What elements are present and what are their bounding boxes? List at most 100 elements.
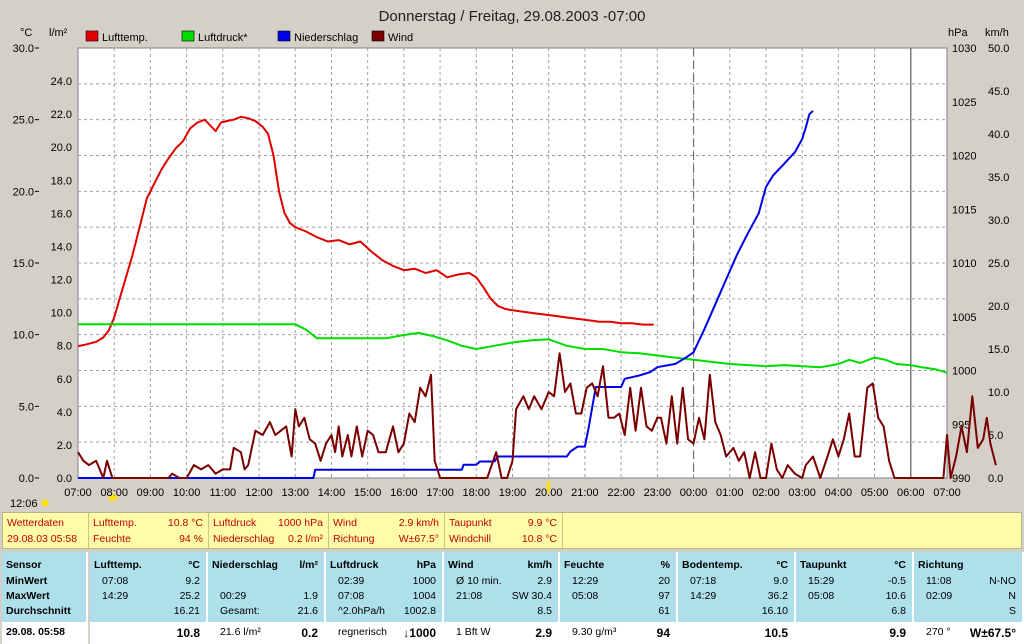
series-line-luftdruck [78, 323, 948, 374]
y-unit-pressure: hPa [948, 27, 968, 39]
y-tick-precip: 8.0 [57, 341, 72, 353]
stats-cell-time: 07:08 [102, 575, 129, 587]
x-tick-label: 06:00 [897, 487, 925, 499]
stats-col-6: Taupunkt °C 15:29 -0.5 05:08 10.6 6.8 9.9 [796, 552, 914, 644]
y-tick-temp: 20.0 [13, 186, 34, 198]
stats-label-sensor: Sensor [6, 559, 42, 571]
legend-swatch [181, 30, 195, 42]
moon-marker-icon [547, 481, 550, 493]
yp-label: Niederschlag [213, 533, 275, 545]
y-tick-pressure: 995 [952, 419, 970, 431]
y-tick-temp: 30.0 [13, 43, 34, 55]
stats-col-unit: °C [894, 559, 906, 571]
y-tick-wind: 45.0 [988, 86, 1009, 98]
x-tick-label: 00:00 [680, 487, 708, 499]
yp-label: Feuchte [93, 533, 131, 545]
stats-label-max: MaxWert [6, 590, 50, 602]
x-tick-label: 12:00 [245, 487, 273, 499]
legend-label: Luftdruck* [198, 32, 248, 44]
y-tick-precip: 6.0 [57, 374, 72, 386]
stats-col-footer: 9.30 g/m³ 94 [560, 622, 676, 644]
x-tick-label: 01:00 [716, 487, 744, 499]
stats-cell-time: Gesamt: [220, 605, 260, 617]
yp-value: 1000 hPa [278, 517, 323, 529]
x-tick-label: 11:00 [209, 487, 236, 499]
stats-footer-value: 2.9 [535, 626, 552, 640]
stats-footer-value: 10.5 [764, 626, 788, 640]
stats-cell-time: 05:08 [572, 590, 599, 602]
stats-cell-value: 2.9 [537, 575, 552, 587]
y-unit-precip: l/m² [49, 27, 68, 39]
stats-col-title: Feuchte [564, 559, 605, 571]
stats-col-unit: km/h [527, 559, 552, 571]
x-tick-label: 18:00 [463, 487, 491, 499]
x-tick-label: 03:00 [788, 487, 816, 499]
stats-col-7: Richtung 11:08 N-NO 02:09 N S 270 ° W±67.5° [914, 552, 1024, 644]
y-tick-wind: 5.0 [988, 430, 1003, 442]
yp-cell-2: Luftdruck Niederschlag 1000 hPa 0.2 l/m² [209, 513, 329, 548]
x-tick-label: 19:00 [499, 487, 527, 499]
current-values-bar: Wetterdaten 29.08.03 05:58 Lufttemp. Feu… [2, 512, 1022, 549]
y-tick-precip: 16.0 [51, 208, 72, 220]
y-unit-temp: °C [20, 27, 32, 39]
stats-col-footer: regnerisch ↓1000 [326, 622, 442, 644]
yp-label: Taupunkt [449, 517, 492, 529]
stats-col-unit: hPa [416, 559, 436, 571]
series-line-niederschlag [78, 110, 814, 479]
stats-cell-value: 1000 [412, 575, 436, 587]
stats-label-min: MinWert [6, 575, 48, 587]
x-tick-label: 23:00 [644, 487, 672, 499]
stats-col-footer: 21.6 l/m² 0.2 [208, 622, 324, 644]
stats-cell-time: 07:18 [690, 575, 717, 587]
stats-cell-value: 21.6 [297, 605, 318, 617]
y-tick-pressure: 1020 [952, 151, 976, 163]
y-tick-wind: 10.0 [988, 387, 1009, 399]
stats-footer-value: 94 [656, 626, 670, 640]
stats-cell-value: SW 30.4 [511, 590, 552, 602]
y-tick-wind: 40.0 [988, 129, 1009, 141]
y-tick-pressure: 1025 [952, 97, 976, 109]
yp-value: 9.9 °C [527, 517, 557, 529]
stats-col-0: Lufttemp. °C 07:08 9.2 14:29 25.2 16.21 10.8 [90, 552, 208, 644]
x-tick-label: 13:00 [281, 487, 309, 499]
x-tick-label: 04:00 [825, 487, 853, 499]
star-icon [107, 492, 119, 503]
stats-cell-time: Ø 10 min. [456, 575, 502, 587]
stats-cell-value: N [1008, 590, 1016, 602]
stats-col-title: Luftdruck [330, 559, 379, 571]
stats-cell-time: 21:08 [456, 590, 483, 602]
legend-swatch [85, 30, 99, 42]
stats-cell-time: 14:29 [690, 590, 717, 602]
x-tick-label: 07:00 [933, 487, 961, 499]
stats-cell-value: 36.2 [767, 590, 788, 602]
yp-label: Wetterdaten [7, 517, 65, 529]
y-tick-wind: 30.0 [988, 215, 1009, 227]
stats-col-title: Bodentemp. [682, 559, 743, 571]
data-panel: Wetterdaten 29.08.03 05:58 Lufttemp. Feu… [0, 512, 1024, 644]
stats-footer-note: regnerisch [338, 626, 388, 638]
stats-col-unit: l/m² [299, 559, 318, 571]
stats-col-title: Niederschlag [212, 559, 278, 571]
stats-col-2: Luftdruck hPa 02:39 1000 07:08 1004 ^2.0hPa/h 1… [326, 552, 444, 644]
stats-cell-value: 9.0 [773, 575, 788, 587]
y-tick-temp: 10.0 [13, 330, 34, 342]
y-tick-precip: 18.0 [51, 175, 72, 187]
y-tick-wind: 35.0 [988, 172, 1009, 184]
yp-cell-0: Wetterdaten 29.08.03 05:58 [3, 513, 89, 548]
stats-cell-value: 20 [658, 575, 670, 587]
stats-footer-value: 9.9 [889, 626, 906, 640]
y-tick-precip: 12.0 [51, 275, 72, 287]
y-tick-temp: 25.0 [13, 115, 34, 127]
yp-label: Windchill [449, 533, 492, 545]
stats-cell-value: 6.8 [891, 605, 906, 617]
x-tick-label: 17:00 [426, 487, 454, 499]
stats-col-unit: % [660, 559, 670, 571]
y-tick-temp: 5.0 [19, 401, 34, 413]
chart-title: Donnerstag / Freitag, 29.08.2003 -07:00 [379, 8, 646, 25]
stats-cell-value: 61 [658, 605, 670, 617]
x-tick-label: 14:00 [318, 487, 346, 499]
yp-value: 10.8 °C [521, 533, 557, 545]
stats-cell-value: S [1008, 605, 1016, 617]
y-tick-precip: 2.0 [57, 440, 72, 452]
legend-swatch [277, 30, 291, 42]
